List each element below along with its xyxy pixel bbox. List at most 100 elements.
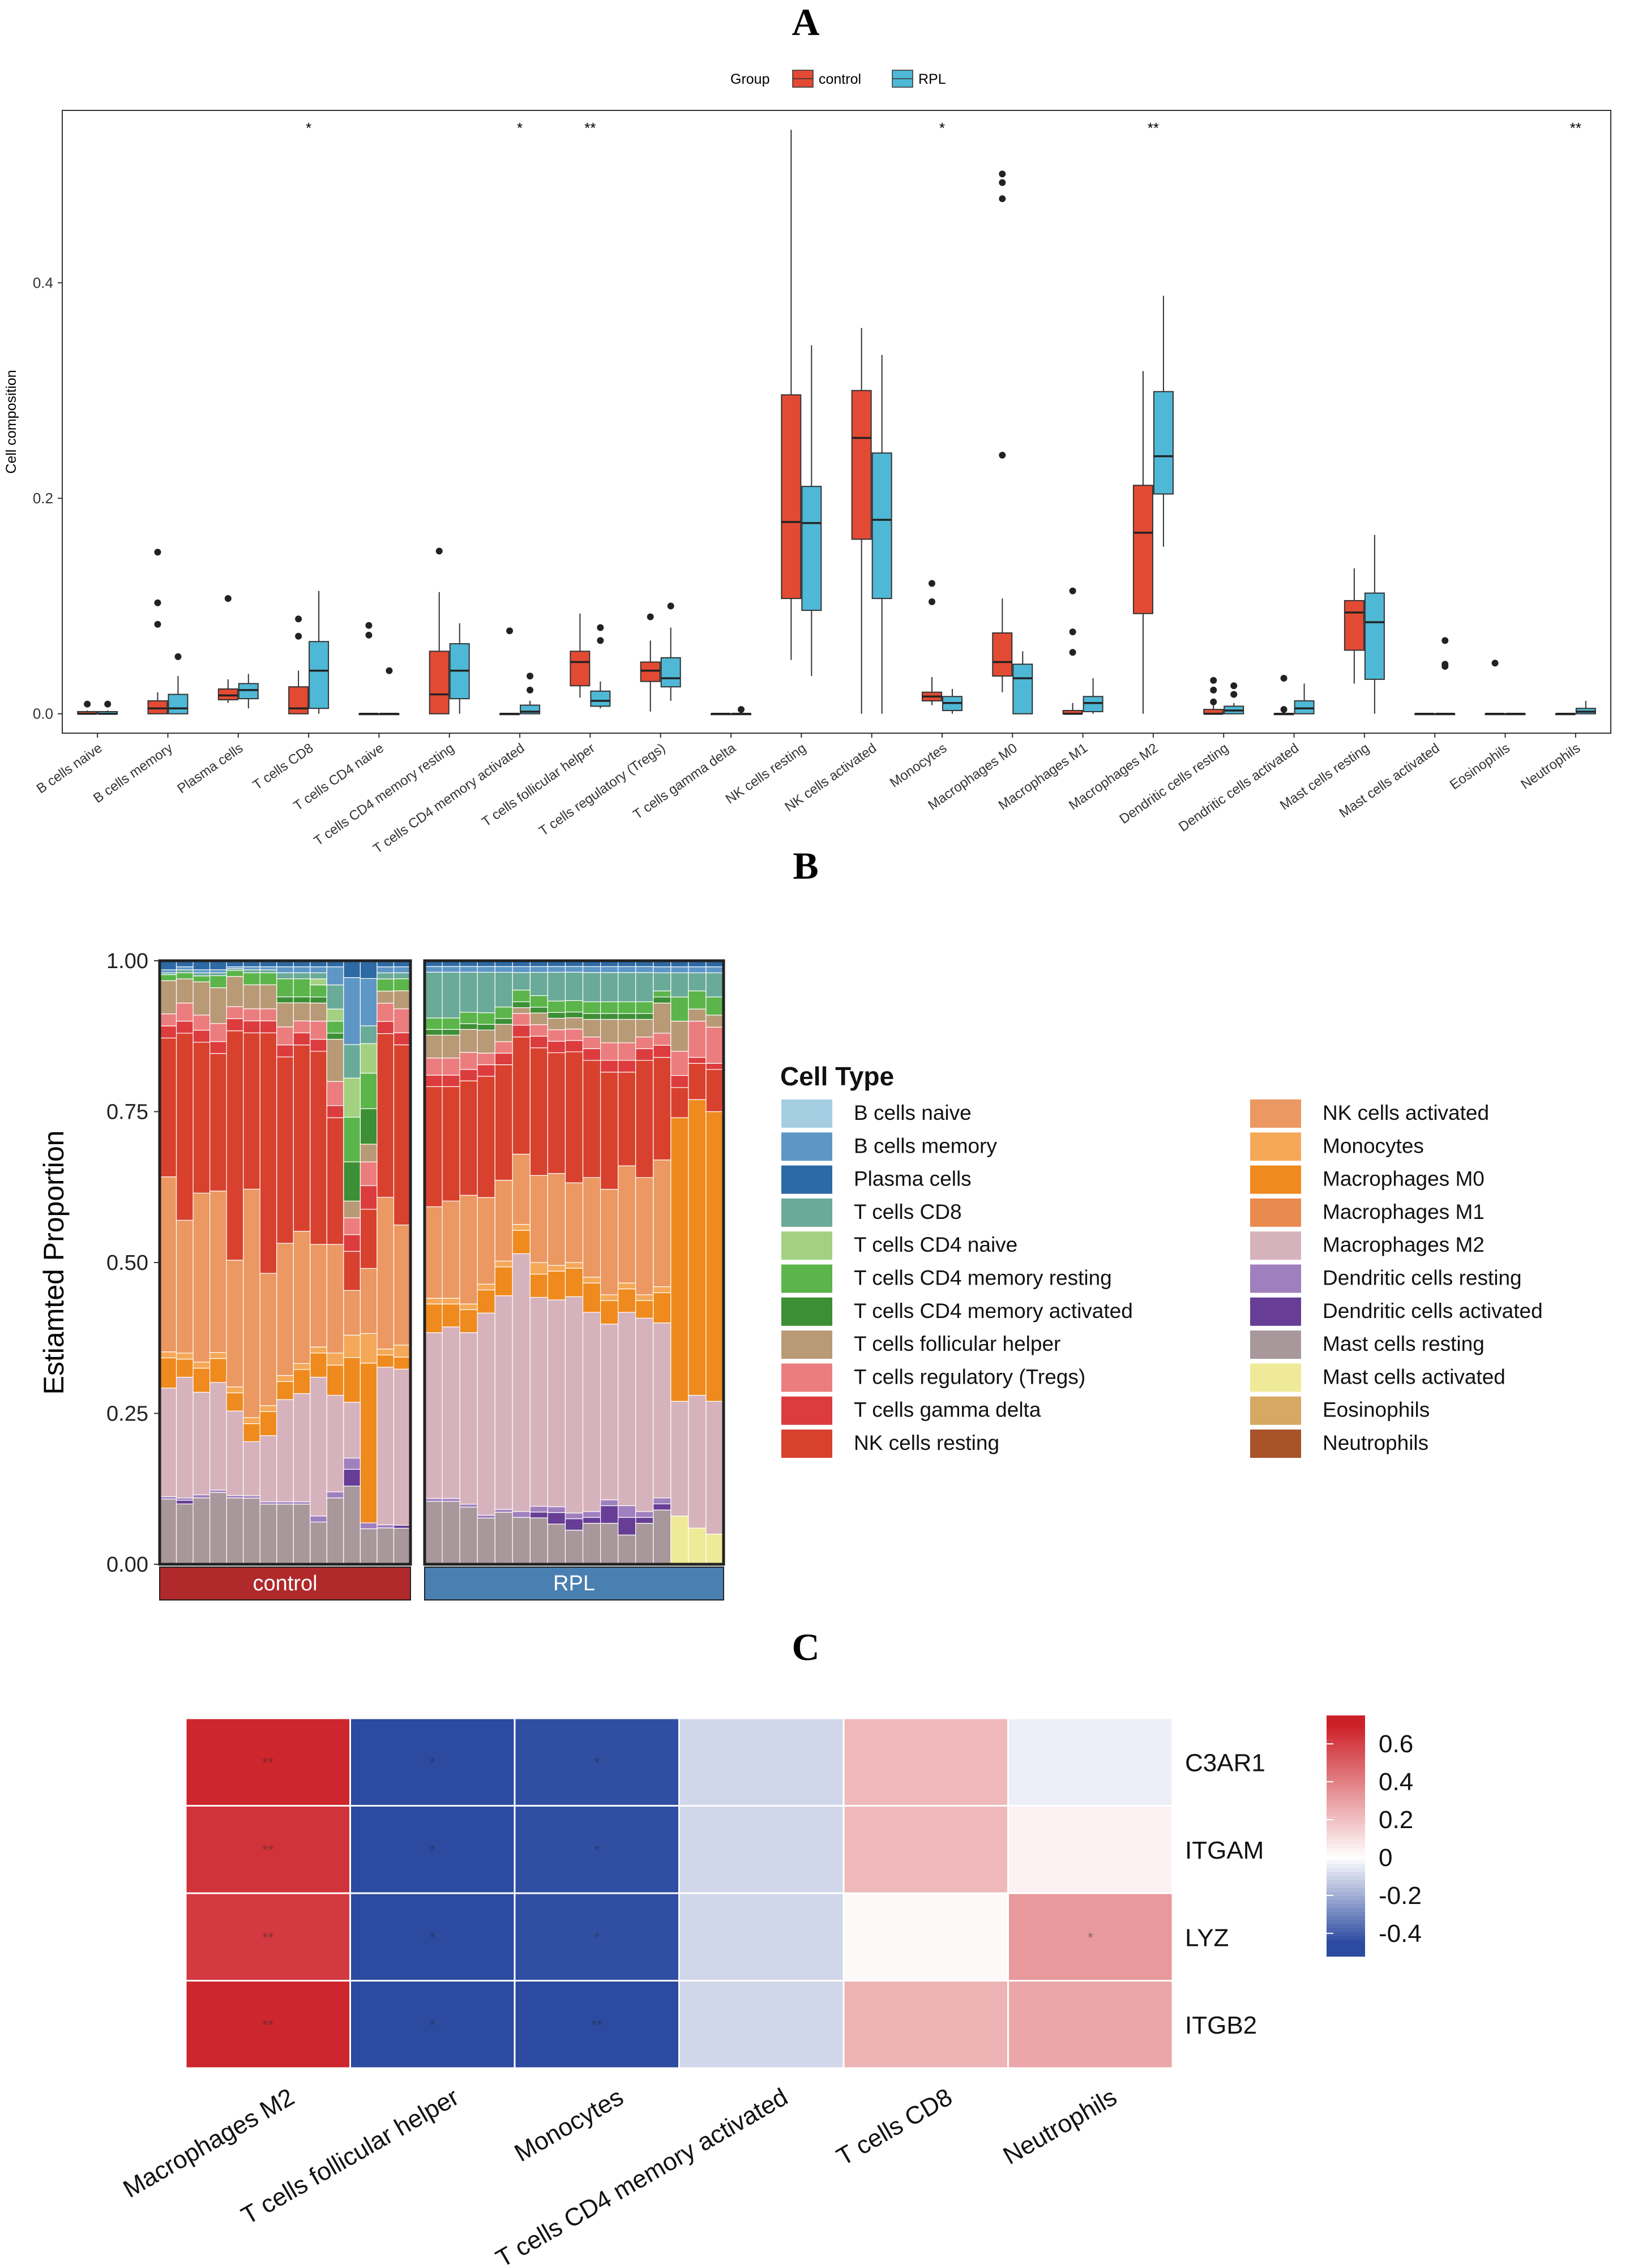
bar-segment-t-cells-cd8 xyxy=(243,969,260,973)
bar-segment-dendritic-cells-resting xyxy=(259,1501,277,1505)
bar-segment-mast-cells-resting xyxy=(393,1527,411,1565)
bar-segment-t-cells-regulatory-tregs xyxy=(705,1026,724,1064)
bar-segment-macrophages-m0 xyxy=(477,1289,495,1313)
bar-segment-t-cells-regulatory-tregs xyxy=(618,1042,636,1061)
outlier-point xyxy=(1069,649,1076,656)
colorbar-step xyxy=(1327,1735,1365,1740)
bar-segment-monocytes xyxy=(582,1277,601,1283)
bar-segment-t-cells-regulatory-tregs xyxy=(512,1013,531,1026)
bar-segment-nk-cells-activated xyxy=(276,1243,294,1376)
bar-segment-t-cells-cd4-memory-resting xyxy=(459,1012,478,1024)
stacked-bar-control-5 xyxy=(226,960,244,1565)
bar-segment-macrophages-m2 xyxy=(670,1401,689,1517)
legend-swatch-t-cells-cd8 xyxy=(781,1198,832,1227)
box-control-mast-cells-activated xyxy=(1414,712,1435,716)
bar-segment-t-cells-cd4-memory-resting xyxy=(670,996,689,1022)
colorbar-step xyxy=(1327,1771,1365,1777)
legend-swatch-eosinophils xyxy=(1250,1396,1301,1425)
bar-segment-monocytes xyxy=(243,1417,260,1424)
colorbar-label: 0.2 xyxy=(1379,1806,1413,1834)
box-rpl-t-cells-regulatory-tregs xyxy=(660,602,681,701)
colorbar-step xyxy=(1327,1719,1365,1724)
box-control-t-cells-regulatory-tregs xyxy=(640,613,661,712)
bar-segment-t-cells-follicular-helper xyxy=(259,984,277,1009)
bar-segment-nk-cells-resting xyxy=(209,1053,227,1192)
bar-segment-mast-cells-resting xyxy=(326,1497,344,1565)
bar-segment-t-cells-gamma-delta xyxy=(326,1105,344,1118)
colorbar-step xyxy=(1327,1903,1365,1908)
bar-segment-t-cells-regulatory-tregs xyxy=(393,1008,411,1033)
bar-segment-monocytes xyxy=(494,1260,513,1268)
outlier-point xyxy=(295,632,302,640)
bar-segment-b-cells-memory xyxy=(310,966,327,973)
bar-segment-b-cells-memory xyxy=(564,966,584,973)
outlier-point xyxy=(1491,660,1499,667)
colorbar-step xyxy=(1327,1824,1365,1829)
heatmap-cell-lyz-neutrophils xyxy=(1007,1892,1174,1982)
bar-segment-macrophages-m0 xyxy=(529,1273,549,1298)
bar-segment-t-cells-gamma-delta xyxy=(259,1020,277,1034)
bar-segment-macrophages-m2 xyxy=(176,1376,194,1499)
bar-segment-nk-cells-resting xyxy=(159,1037,177,1178)
bar-segment-t-cells-cd4-memory-activated xyxy=(494,1018,513,1025)
bar-segment-t-cells-gamma-delta xyxy=(477,1064,495,1077)
legend-swatch-macrophages-m1 xyxy=(1250,1198,1301,1227)
bar-segment-nk-cells-resting xyxy=(547,1052,566,1174)
box-body xyxy=(570,651,591,687)
bar-segment-dendritic-cells-resting xyxy=(226,1495,244,1499)
bar-segment-dendritic-cells-resting xyxy=(293,1501,311,1505)
bar-segment-t-cells-cd4-memory-resting xyxy=(326,1021,344,1034)
outlier-point xyxy=(999,170,1006,178)
box-rpl-b-cells-naive xyxy=(97,700,118,715)
bar-segment-t-cells-follicular-helper xyxy=(176,978,194,1004)
heatmap-cell-itgb2-macrophages-m2 xyxy=(185,1980,351,2069)
bar-segment-nk-cells-resting xyxy=(705,1069,724,1112)
bar-segment-macrophages-m0 xyxy=(547,1270,566,1300)
bar-segment-mast-cells-resting xyxy=(442,1501,460,1565)
bar-segment-nk-cells-resting xyxy=(618,1072,636,1166)
stacked-bar-control-14 xyxy=(377,960,395,1565)
legend-label-t-cells-gamma-delta: T cells gamma delta xyxy=(854,1398,1041,1422)
bar-segment-macrophages-m0 xyxy=(226,1392,244,1411)
bar-segment-nk-cells-activated xyxy=(360,1268,378,1334)
bar-segment-t-cells-cd4-memory-resting xyxy=(635,1001,654,1014)
colorbar-step xyxy=(1327,1868,1365,1873)
box-rpl-t-cells-gamma-delta xyxy=(731,706,752,716)
bar-segment-b-cells-memory xyxy=(670,966,689,973)
x-tick-label: B cells naive xyxy=(34,741,105,797)
outlier-point xyxy=(1210,677,1217,684)
bar-segment-nk-cells-resting xyxy=(243,1032,260,1190)
bar-segment-t-cells-cd4-memory-activated xyxy=(424,1029,443,1035)
bar-segment-dendritic-cells-activated xyxy=(635,1517,654,1524)
stacked-bar-rpl-9 xyxy=(564,960,584,1565)
bar-segment-macrophages-m0 xyxy=(243,1423,260,1443)
bar-segment-b-cells-memory xyxy=(393,966,411,973)
stacked-bar-rpl-7 xyxy=(529,960,549,1565)
bar-segment-macrophages-m0 xyxy=(705,1111,724,1402)
outlier-point xyxy=(154,599,161,606)
heatmap-cell-itgb2-neutrophils xyxy=(1007,1980,1174,2069)
bar-segment-t-cells-gamma-delta xyxy=(310,1038,327,1052)
col-label-monocytes: Monocytes xyxy=(510,2083,628,2167)
y-tick-label: 0.00 xyxy=(106,1553,148,1577)
bar-segment-dendritic-cells-activated xyxy=(618,1517,636,1535)
x-tick-label: Plasma cells xyxy=(174,741,246,797)
stacked-bar-rpl-4 xyxy=(477,960,495,1565)
bar-segment-t-cells-cd8 xyxy=(600,972,619,1003)
colorbar-step xyxy=(1327,1768,1365,1773)
colorbar-step xyxy=(1327,1839,1365,1845)
bar-segment-mast-cells-resting xyxy=(293,1504,311,1565)
bar-segment-macrophages-m2 xyxy=(459,1332,478,1505)
bar-segment-t-cells-regulatory-tregs xyxy=(259,1008,277,1021)
bar-segment-macrophages-m2 xyxy=(424,1332,443,1499)
bar-segment-macrophages-m0 xyxy=(653,1292,671,1324)
stacked-bar-control-3 xyxy=(193,960,211,1565)
plot-frame xyxy=(62,110,1611,734)
colorbar-step xyxy=(1327,1747,1365,1752)
legend-label-control: control xyxy=(819,71,861,87)
colorbar-step xyxy=(1327,1899,1365,1905)
bar-segment-t-cells-cd4-memory-activated xyxy=(459,1023,478,1030)
box-body xyxy=(217,688,238,701)
stacked-bar-control-13 xyxy=(360,960,378,1565)
bar-segment-monocytes xyxy=(653,1286,671,1293)
